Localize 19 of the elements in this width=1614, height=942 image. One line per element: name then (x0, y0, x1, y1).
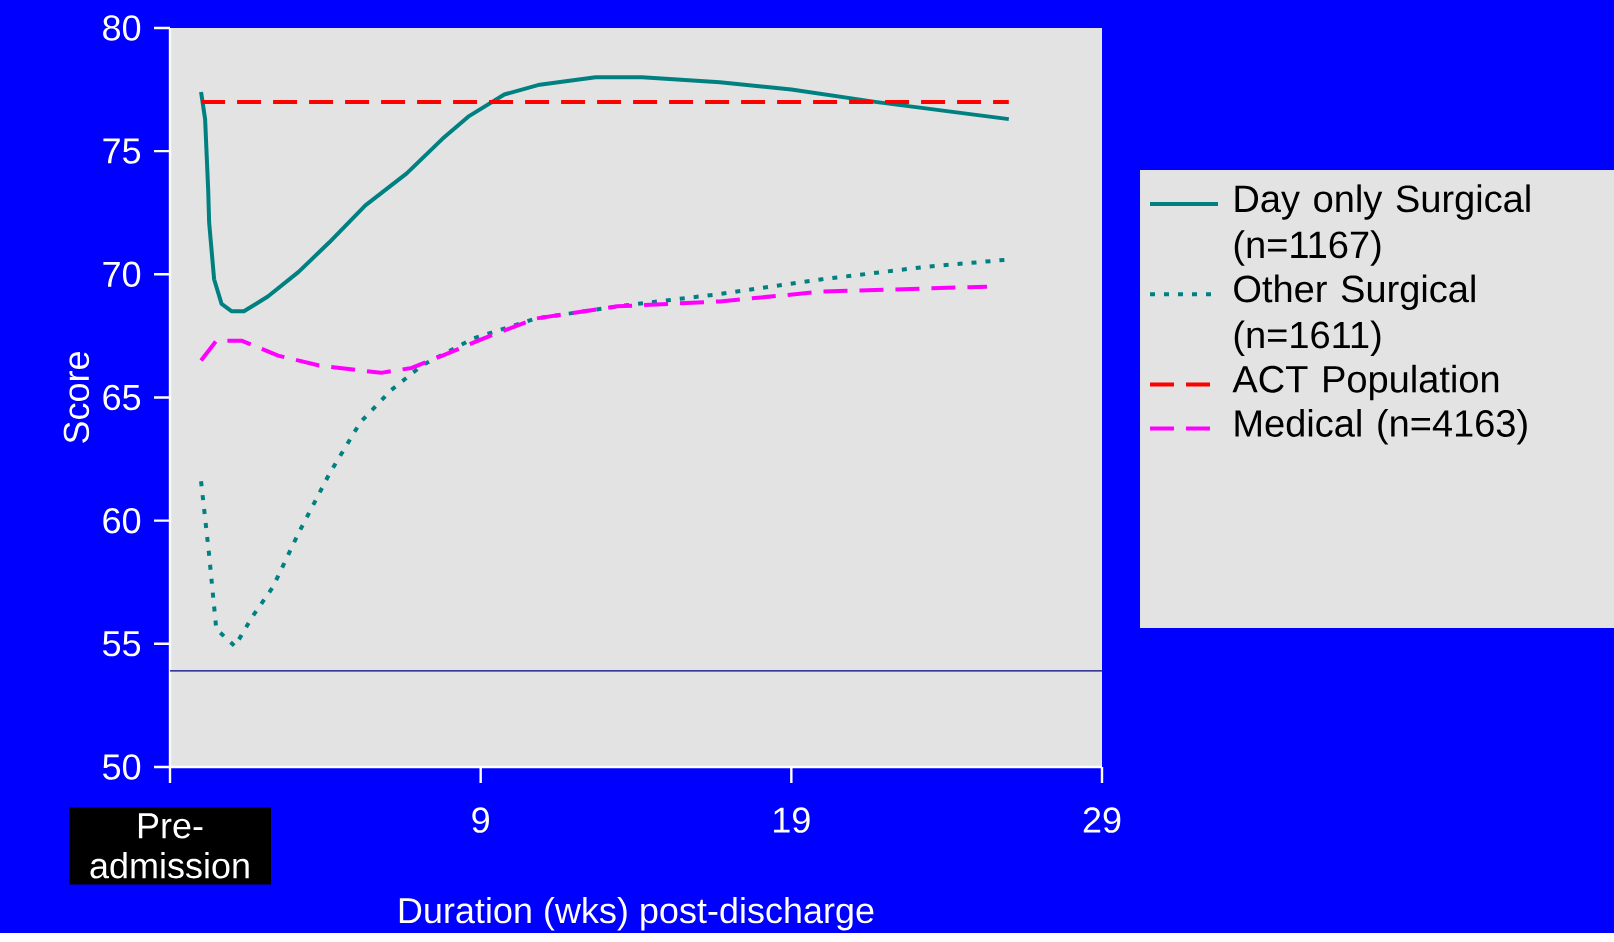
line-series (199, 75, 1011, 314)
y-tick-label: 75 (103, 138, 141, 164)
y-axis-title: Score (63, 351, 90, 443)
legend-label: Day only Surgical (n=1167) (1234, 184, 1530, 266)
y-tick-label: 60 (103, 507, 141, 534)
legend-label: Medical (n=4163) (1235, 408, 1527, 445)
y-tick-label: 50 (103, 754, 141, 780)
legend-label: Other Surgical (n=1611) (1234, 274, 1475, 356)
x-axis-title: Duration (wks) post-discharge (399, 896, 874, 931)
x-tick-label: 29 (1083, 807, 1121, 833)
x-tick-label: 9 (472, 807, 489, 833)
y-tick-label: 55 (103, 631, 141, 657)
y-tick-label: 70 (103, 261, 141, 287)
y-tick-label: 80 (103, 15, 141, 41)
y-tick-label: 65 (103, 384, 141, 410)
legend-label: ACT Population (1232, 364, 1499, 400)
x-tick-label: Pre-admission (90, 813, 249, 879)
x-tick-label: 19 (774, 807, 810, 833)
line-series (199, 284, 990, 375)
